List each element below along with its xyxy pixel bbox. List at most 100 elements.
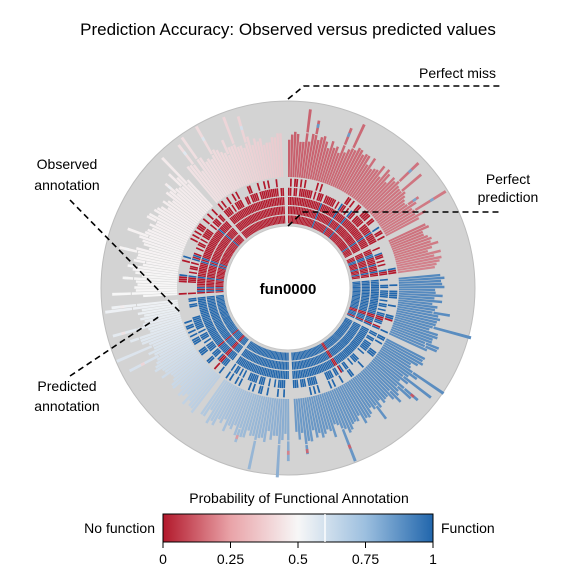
observed-segment (276, 206, 280, 215)
observed-segment (211, 259, 219, 263)
observed-segment (310, 200, 314, 209)
observed-segment (317, 365, 322, 374)
observed-segment (284, 352, 287, 361)
observed-segment (224, 222, 231, 229)
predicted-segment (227, 146, 246, 187)
observed-segment (199, 347, 208, 354)
observed-segment (370, 291, 379, 294)
observed-segment (366, 334, 375, 340)
observed-segment (206, 279, 215, 282)
observed-segment (215, 338, 223, 345)
observed-segment (178, 292, 187, 295)
observed-segment (378, 304, 387, 308)
observed-segment (217, 303, 226, 307)
observed-segment (360, 242, 368, 249)
observed-segment (245, 217, 251, 225)
observed-segment (325, 229, 332, 237)
predicted-segment (398, 276, 445, 282)
predicted-segment (331, 389, 352, 433)
predicted-segment (262, 397, 272, 443)
observed-segment (201, 312, 210, 317)
observed-segment (185, 323, 194, 328)
observed-segment (219, 263, 228, 268)
observed-segment (211, 257, 220, 262)
observed-segment (208, 268, 217, 272)
observed-segment (219, 309, 228, 314)
predicted-segment (156, 342, 193, 365)
observed-segment (216, 299, 225, 303)
observed-segment (359, 306, 368, 311)
predicted-segment (272, 398, 279, 436)
observed-segment (344, 318, 353, 324)
observed-segment (208, 307, 217, 311)
observed-segment (243, 207, 249, 216)
predicted-segment (390, 328, 426, 345)
predicted-ray (425, 345, 438, 353)
predicted-segment (388, 332, 428, 352)
observed-segment (181, 259, 191, 264)
observed-segment (346, 258, 355, 263)
observed-segment (204, 231, 212, 238)
observed-segment (335, 330, 343, 337)
observed-segment (307, 349, 311, 358)
predicted-segment (366, 364, 400, 397)
predicted-segment (368, 363, 399, 392)
observed-segment (340, 205, 347, 213)
observed-segment (369, 272, 378, 276)
predicted-segment (361, 173, 391, 206)
observed-segment (282, 215, 285, 224)
observed-segment (289, 197, 292, 206)
observed-segment (377, 308, 386, 312)
observed-segment (348, 262, 357, 266)
observed-segment (246, 186, 252, 195)
observed-segment (295, 352, 298, 361)
observed-segment (342, 219, 350, 227)
observed-segment (275, 197, 279, 206)
observed-segment (214, 320, 223, 326)
predicted-segment (376, 353, 409, 378)
observed-segment (370, 288, 379, 290)
observed-segment (217, 267, 226, 271)
predicted-ray (275, 444, 281, 478)
observed-segment (339, 244, 348, 251)
predicted-segment (323, 392, 337, 425)
observed-segment (361, 342, 370, 349)
observed-segment (274, 360, 278, 369)
observed-segment (351, 299, 360, 303)
predicted-segment (142, 239, 183, 255)
predicted-segment (131, 291, 178, 295)
observed-segment (360, 343, 368, 350)
observed-segment (236, 333, 244, 341)
observed-segment (248, 226, 254, 235)
observed-segment (199, 306, 208, 310)
predicted-ray (401, 173, 423, 192)
observed-segment (231, 328, 238, 334)
predicted-segment (229, 390, 247, 430)
observed-segment (300, 216, 304, 225)
ring-group-6 (112, 156, 245, 298)
observed-segment (202, 218, 210, 225)
observed-segment (282, 187, 285, 196)
observed-segment (249, 353, 255, 361)
predicted-segment (322, 147, 336, 183)
observed-segment (212, 235, 221, 242)
predicted-segment (151, 227, 187, 245)
observed-segment (273, 207, 277, 216)
observed-segment (236, 212, 243, 220)
observed-segment (215, 323, 224, 328)
predicted-segment (396, 310, 441, 322)
observed-segment (262, 181, 267, 190)
observed-segment (206, 355, 214, 363)
observed-segment (296, 361, 299, 370)
predicted-segment (350, 378, 372, 409)
observed-segment (274, 216, 277, 225)
observed-segment (208, 304, 217, 308)
predicted-segment (393, 240, 431, 255)
observed-segment (338, 228, 346, 236)
observed-segment (325, 350, 332, 359)
predicted-segment (378, 204, 408, 226)
observed-segment (312, 191, 317, 200)
predicted-segment (262, 144, 271, 179)
predicted-segment (382, 344, 419, 367)
observed-segment (187, 281, 197, 284)
